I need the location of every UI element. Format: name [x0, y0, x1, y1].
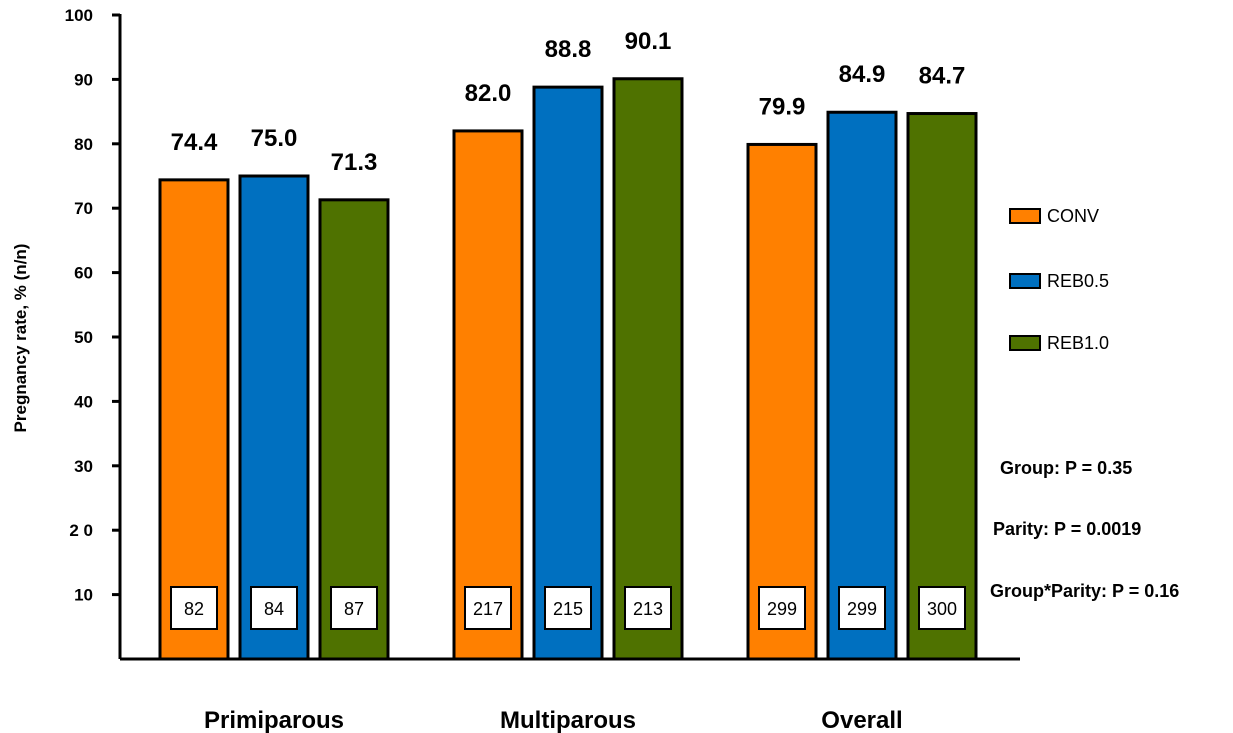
y-tick-label: 70	[74, 199, 93, 218]
n-box	[918, 586, 966, 630]
n-box	[330, 586, 378, 630]
bars	[158, 77, 978, 661]
stat-annotation: Parity: P = 0.0019	[993, 519, 1141, 539]
n-label: 300	[927, 599, 957, 619]
statistics-annotations: Group: P = 0.35 Parity: P = 0.0019 Group*P…	[990, 458, 1179, 601]
stat-annotation: Group: P = 0.35	[1000, 458, 1132, 478]
y-tick-label: 50	[74, 328, 93, 347]
bar	[532, 85, 604, 661]
n-label: 217	[473, 599, 503, 619]
legend-label: CONV	[1047, 206, 1099, 226]
stat-annotation: Group*Parity: P = 0.16	[990, 581, 1179, 601]
n-box	[464, 586, 512, 630]
legend-swatch	[1009, 208, 1041, 224]
category-label: Multiparous	[500, 707, 636, 733]
bar-value-label: 82.0	[465, 80, 512, 107]
bar-value-label: 90.1	[625, 28, 672, 55]
y-tick-label: 2 0	[69, 521, 93, 540]
n-label: 215	[553, 599, 583, 619]
y-tick-label: 90	[74, 70, 93, 89]
n-box	[624, 586, 672, 630]
bar-value-label: 71.3	[331, 149, 378, 176]
n-labels: 82 84 87 217 215 213 299 299 300	[170, 586, 966, 630]
y-tick-label: 80	[74, 135, 93, 154]
n-label: 299	[847, 599, 877, 619]
value-labels: 74.4 75.0 71.3 82.0 88.8 90.1 79.9 84.9 84.7	[171, 28, 966, 176]
y-tick-label: 10	[74, 586, 93, 605]
legend: CONV REB0.5 REB1.0	[1009, 206, 1109, 353]
n-box	[758, 586, 806, 630]
y-tick-label: 30	[74, 457, 93, 476]
bar	[612, 77, 684, 661]
category-label: Primiparous	[204, 707, 344, 733]
y-tick-label: 100	[65, 6, 93, 25]
bar-value-label: 84.9	[839, 61, 886, 88]
legend-label: REB0.5	[1047, 271, 1109, 291]
bar	[238, 174, 310, 661]
bar	[452, 129, 524, 661]
legend-swatch	[1009, 335, 1041, 351]
n-box	[544, 586, 592, 630]
legend-label: REB1.0	[1047, 333, 1109, 353]
n-box	[250, 586, 298, 630]
n-box	[838, 586, 886, 630]
n-label: 213	[633, 599, 663, 619]
n-label: 87	[344, 599, 364, 619]
bar	[746, 142, 818, 661]
n-label: 299	[767, 599, 797, 619]
bar-value-label: 75.0	[251, 125, 298, 152]
y-ticks: 10 2 0 30 40 50 60 70 80 90 100	[65, 6, 120, 605]
bar	[318, 198, 390, 661]
bar-value-label: 88.8	[545, 36, 592, 63]
category-labels: Primiparous Multiparous Overall	[204, 707, 903, 733]
n-box	[170, 586, 218, 630]
legend-swatch	[1009, 273, 1041, 289]
bar-value-label: 74.4	[171, 129, 218, 156]
y-tick-label: 40	[74, 392, 93, 411]
category-label: Overall	[821, 707, 902, 733]
bar-value-label: 79.9	[759, 93, 806, 120]
y-tick-label: 60	[74, 264, 93, 283]
n-label: 84	[264, 599, 284, 619]
bar	[158, 178, 230, 661]
bar	[826, 110, 898, 661]
y-axis-label: Pregnancy rate, % (n/n)	[11, 244, 30, 433]
bar-value-label: 84.7	[919, 63, 966, 90]
bar	[906, 112, 978, 661]
n-label: 82	[184, 599, 204, 619]
